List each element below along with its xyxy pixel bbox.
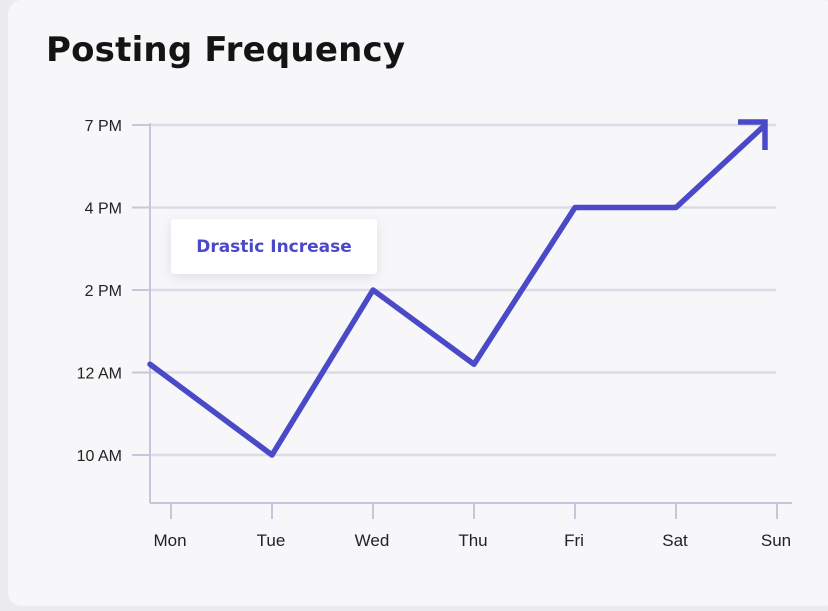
chart-title: Posting Frequency bbox=[46, 30, 406, 70]
chart-card bbox=[8, 0, 828, 606]
annotation-callout: Drastic Increase bbox=[171, 219, 377, 274]
x-tick-label: Fri bbox=[564, 531, 584, 550]
gridlines bbox=[132, 123, 776, 457]
y-axis-tick-labels: 10 AM 12 AM 2 PM 4 PM 7 PM bbox=[77, 118, 122, 465]
x-tick-label: Tue bbox=[257, 531, 286, 550]
axes bbox=[149, 123, 792, 519]
arrow-head-icon bbox=[738, 119, 768, 150]
x-tick-label: Mon bbox=[153, 531, 186, 550]
x-tick-label: Wed bbox=[355, 531, 390, 550]
y-tick-label: 12 AM bbox=[77, 366, 122, 383]
series bbox=[147, 119, 768, 458]
x-tick-label: Sat bbox=[662, 531, 688, 550]
x-tick-label: Thu bbox=[458, 531, 487, 550]
annotation-text: Drastic Increase bbox=[196, 236, 352, 257]
y-tick-label: 7 PM bbox=[85, 118, 122, 135]
x-tick-label: Sun bbox=[761, 531, 791, 550]
y-tick-label: 2 PM bbox=[85, 283, 122, 300]
x-axis-tick-labels: Mon Tue Wed Thu Fri Sat Sun bbox=[153, 531, 791, 550]
y-tick-label: 4 PM bbox=[85, 201, 122, 218]
y-tick-label: 10 AM bbox=[77, 448, 122, 465]
